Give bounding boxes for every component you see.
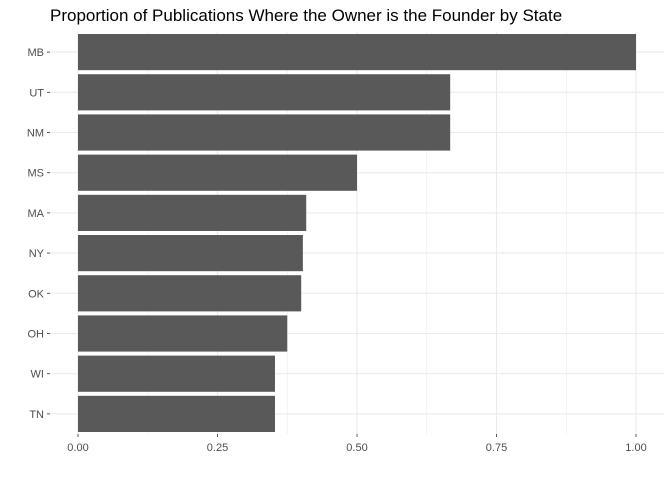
bar-mb [78,34,636,71]
x-tick-label: 1.00 [625,442,646,454]
y-tick-label: OH [28,329,45,341]
y-tick-label: MS [28,168,45,180]
x-tick-label: 0.75 [486,442,507,454]
bar-ms [78,154,357,191]
y-tick-label: MB [28,47,45,59]
bar-tn [78,395,275,432]
y-tick-label: NM [27,128,44,140]
y-tick-label: UT [29,87,44,99]
bar-oh [78,315,288,352]
bar-ok [78,275,302,312]
bar-ma [78,194,307,231]
y-tick-label: MA [28,208,45,220]
bar-nm [78,114,451,151]
bar-ut [78,74,451,111]
bar-ny [78,235,303,272]
y-tick-label: WI [31,369,44,381]
chart-title: Proportion of Publications Where the Own… [50,6,563,25]
x-tick-label: 0.50 [346,442,367,454]
x-tick-label: 0.00 [67,442,88,454]
bar-wi [78,355,275,392]
y-tick-label: OK [28,288,45,300]
y-tick-label: TN [29,409,44,421]
x-tick-label: 0.25 [207,442,228,454]
axes: MB UT NM MS MA NY OK OH WI TN 0.00 0.25 0.50 0.75 1.00 [27,47,647,454]
y-tick-label: NY [29,248,45,260]
bars [78,34,636,432]
